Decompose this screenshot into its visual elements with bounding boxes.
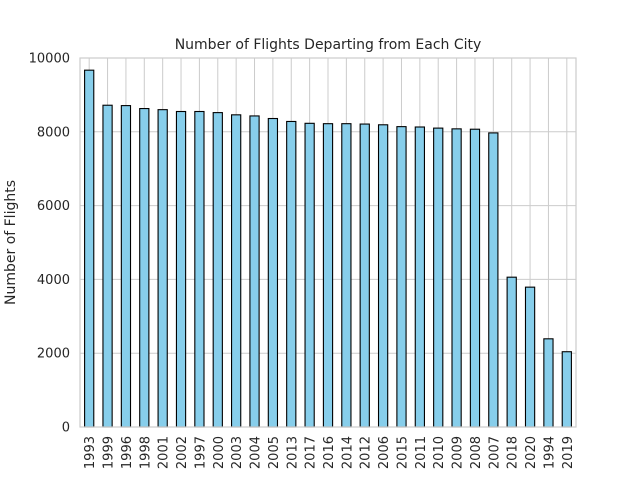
bar-1998 [139,108,150,428]
y-tick-label: 4000 [37,273,70,288]
chart-title: Number of Flights Departing from Each Ci… [175,37,482,53]
y-tick-label: 0 [62,421,70,436]
bar-2005 [267,117,279,428]
x-tick-label: 2016 [322,436,337,469]
y-tick-label: 2000 [37,347,70,362]
x-tick-label: 2003 [230,436,245,469]
y-tick-label: 6000 [37,199,70,214]
x-tick-label: 2014 [340,436,355,469]
y-axis-label: Number of Flights [3,180,19,305]
y-tick-label: 8000 [37,125,70,140]
x-tick-label: 2008 [469,436,484,469]
x-tick-label: 2012 [359,436,374,469]
bar-2008 [469,128,481,428]
bar-2006 [377,124,389,428]
bar-1993 [84,69,95,428]
x-tick-label: 2020 [524,436,539,469]
x-tick-label: 1996 [120,436,135,469]
x-tick-label: 2009 [451,436,466,469]
bar-2007 [488,132,499,428]
bar-2016 [322,123,334,428]
bar-1997 [194,110,205,428]
x-tick-label: 1997 [193,436,208,469]
x-tick-label: 2006 [377,436,392,469]
x-tick-label: 2010 [432,436,447,469]
bar-2002 [175,110,187,428]
bar-2014 [341,123,352,428]
x-tick-label: 1999 [102,436,117,469]
x-tick-label: 1994 [542,436,557,469]
bar-2004 [249,115,260,428]
bar-2012 [359,123,370,428]
bar-2010 [433,127,444,428]
x-tick-label: 1993 [83,436,98,469]
bar-2013 [286,120,297,428]
bar-1996 [120,105,132,428]
bar-2003 [231,114,242,428]
bar-2018 [506,276,517,428]
x-tick-label: 2018 [506,436,521,469]
bar-1999 [102,104,113,428]
x-tick-label: 2019 [561,436,576,469]
y-ticks: 0 2000 4000 6000 8000 10000 [29,52,70,436]
x-tick-label: 2015 [395,436,410,469]
bar-2011 [414,126,425,428]
bar-2009 [451,128,462,428]
x-ticks: 1993 1999 1996 1998 2001 2002 1997 2000 2003 2004… [83,436,576,469]
bar-2019 [561,351,572,428]
bar-1994 [543,338,554,428]
x-tick-label: 2000 [212,436,227,469]
plot-frame [79,57,577,428]
x-tick-label: 2017 [304,436,319,469]
x-tick-label: 2011 [414,436,429,469]
x-tick-label: 1998 [138,436,153,469]
bar-2000 [212,112,223,428]
x-tick-label: 2013 [285,436,300,469]
bar-2020 [524,286,536,428]
x-tick-label: 2001 [157,436,172,469]
bar-2001 [157,109,168,428]
x-tick-label: 2005 [267,436,282,469]
x-tick-label: 2004 [249,436,264,469]
y-tick-label: 10000 [29,52,70,67]
bar-2017 [304,122,315,428]
x-tick-label: 2002 [175,436,190,469]
x-tick-label: 2007 [487,436,502,469]
bar-2015 [396,126,407,428]
bars [84,69,572,428]
